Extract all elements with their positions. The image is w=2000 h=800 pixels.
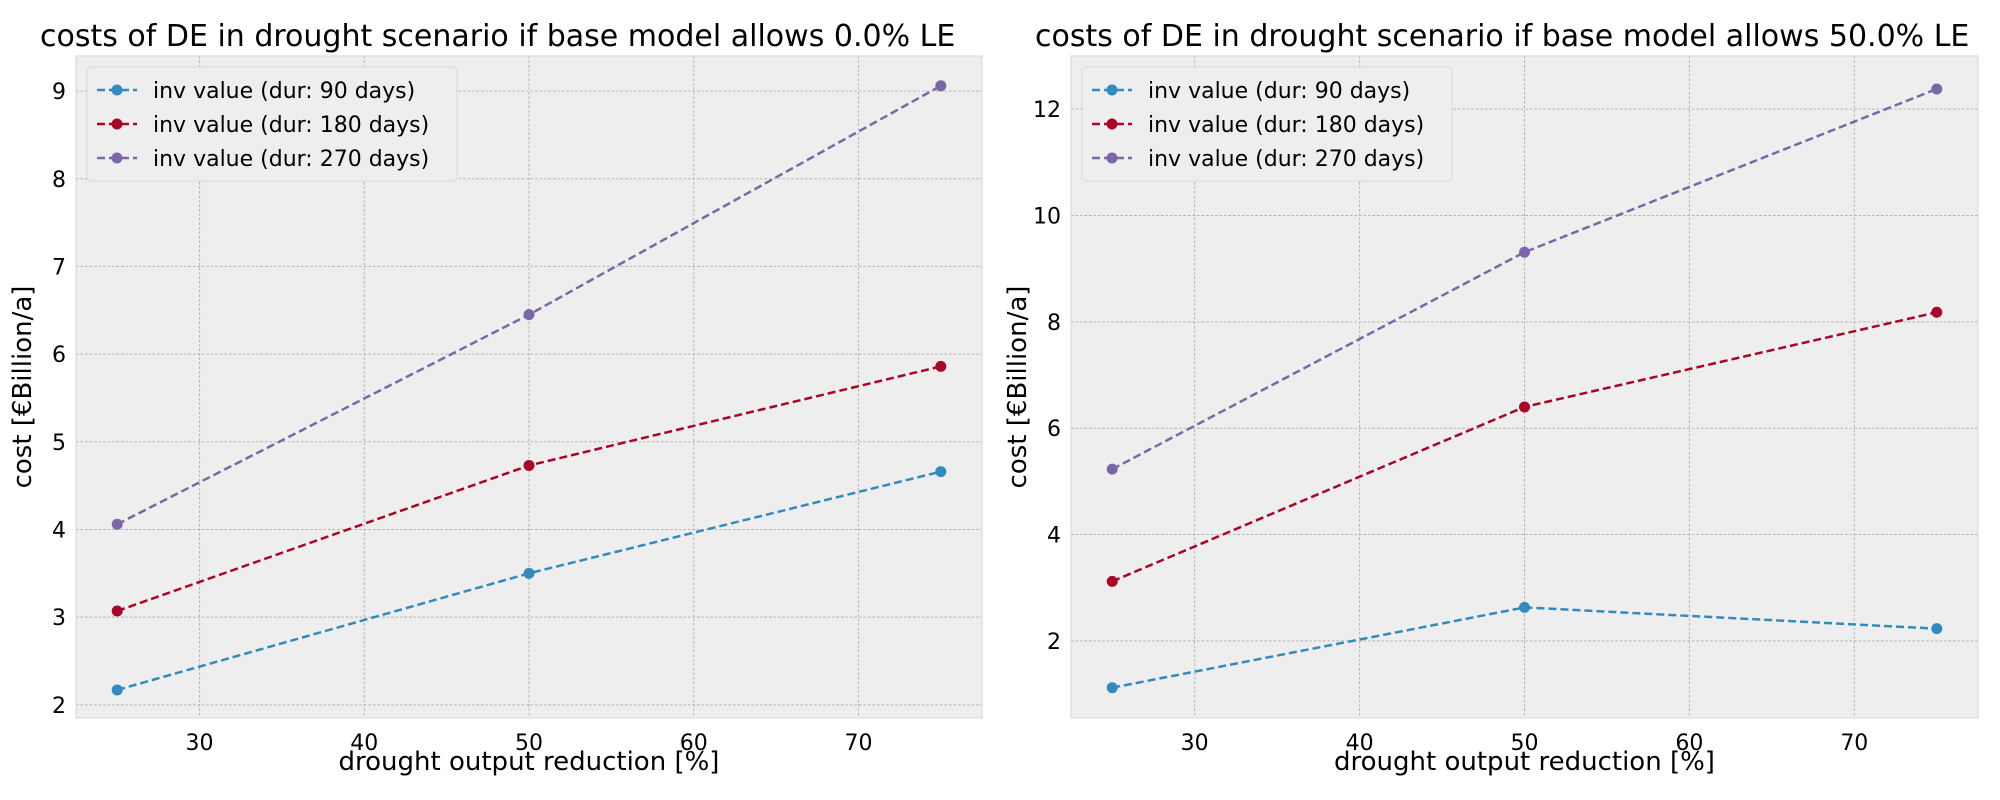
chart-2-series-1-point-2 — [1519, 601, 1530, 613]
chart-1-legend — [86, 66, 458, 182]
chart-1-legend-label-3: inv value (dur: 270 days) — [153, 147, 429, 172]
chart-1-series-3-point-3 — [935, 80, 947, 92]
chart-1-y-tick-label-6: 8 — [52, 168, 66, 193]
chart-1-x-tick-label-0: 30 — [186, 731, 214, 756]
chart-2-series-2-point-3 — [1931, 306, 1943, 318]
chart-1-y-axis-title: cost [€Billion/a] — [8, 286, 38, 489]
chart-2-legend-label-3: inv value (dur: 270 days) — [1148, 147, 1424, 172]
chart-2-legend — [1081, 66, 1453, 182]
chart-1-x-axis-title: drought output reduction [%] — [339, 747, 720, 777]
chart-2-legend-label-1: inv value (dur: 90 days) — [1148, 79, 1410, 104]
chart-2-series-2-point-2 — [1519, 401, 1530, 413]
chart-1-series-1-point-2 — [523, 567, 535, 579]
chart-1-y-tick-label-3: 5 — [52, 431, 66, 456]
chart-2-legend-marker-3 — [1106, 152, 1118, 164]
chart-1-series-1-point-3 — [935, 466, 947, 478]
chart-1-x-tick-label-2: 50 — [515, 731, 543, 756]
chart-2-series-1-point-3 — [1931, 623, 1943, 635]
chart-2-x-tick-label-1: 40 — [1346, 731, 1374, 756]
chart-2-series-1-point-1 — [1106, 682, 1118, 694]
chart-2-x-tick-label-0: 30 — [1181, 731, 1209, 756]
chart-1-title: costs of DE in drought scenario if base … — [40, 19, 955, 54]
chart-2-x-tick-label-3: 60 — [1675, 731, 1703, 756]
chart-2: 30 40 50 60 70 2 4 6 8 10 12 drought output reducti… — [1003, 19, 1979, 777]
chart-1-legend-label-1: inv value (dur: 90 days) — [153, 79, 415, 104]
chart-2-x-tick-label-2: 50 — [1511, 731, 1539, 756]
chart-1-legend-marker-1 — [111, 84, 123, 96]
chart-2-x-axis-title: drought output reduction [%] — [1334, 747, 1715, 777]
chart-1: 30 40 50 60 70 2 3 4 5 6 7 8 9 drought output reducti… — [8, 19, 983, 777]
chart-1-legend-label-2: inv value (dur: 180 days) — [153, 113, 429, 138]
chart-2-y-tick-label-4: 10 — [1033, 205, 1061, 230]
chart-2-legend-label-2: inv value (dur: 180 days) — [1148, 113, 1424, 138]
chart-2-series-3-point-3 — [1931, 83, 1943, 95]
chart-1-series-1-point-1 — [111, 684, 123, 696]
chart-1-y-tick-label-7: 9 — [52, 80, 66, 105]
chart-1-y-tick-label-0: 2 — [52, 694, 66, 719]
chart-2-series-3-point-2 — [1519, 246, 1530, 258]
chart-2-legend-marker-1 — [1106, 84, 1118, 96]
chart-1-series-2-point-1 — [111, 605, 123, 617]
chart-1-series-3-point-2 — [523, 309, 535, 321]
chart-1-y-tick-label-2: 4 — [52, 518, 66, 543]
chart-2-series-3-point-1 — [1106, 463, 1118, 475]
chart-1-frame — [75, 55, 983, 719]
chart-2-y-tick-label-0: 2 — [1047, 630, 1061, 655]
chart-2-frame — [1070, 55, 1979, 719]
chart-2-series-2-point-1 — [1106, 575, 1118, 587]
chart-2-title: costs of DE in drought scenario if base … — [1035, 19, 1969, 54]
chart-1-series-3-point-1 — [111, 518, 123, 530]
chart-1-series-2-point-3 — [935, 360, 947, 372]
chart-1-x-tick-label-3: 60 — [680, 731, 708, 756]
chart-2-series-3-line — [1111, 87, 1938, 471]
chart-1-legend-marker-2 — [111, 118, 123, 130]
chart-2-y-tick-label-2: 6 — [1047, 417, 1061, 442]
chart-1-series-2-point-2 — [523, 459, 535, 471]
chart-1-y-tick-label-5: 7 — [52, 255, 66, 280]
chart-2-y-tick-label-1: 4 — [1047, 524, 1061, 549]
chart-2-y-tick-label-5: 12 — [1033, 98, 1061, 123]
chart-1-legend-marker-3 — [111, 152, 123, 164]
chart-2-y-tick-label-3: 8 — [1047, 311, 1061, 336]
chart-2-x-tick-label-4: 70 — [1840, 731, 1868, 756]
chart-1-y-tick-label-4: 6 — [52, 343, 66, 368]
chart-2-y-axis-title: cost [€Billion/a] — [1003, 286, 1033, 489]
chart-2-legend-marker-2 — [1106, 118, 1118, 130]
chart-1-series-1-line — [116, 470, 942, 692]
chart-1-x-tick-label-1: 40 — [350, 731, 378, 756]
chart-1-x-tick-label-4: 70 — [844, 731, 872, 756]
chart-1-y-tick-label-1: 3 — [52, 606, 66, 631]
